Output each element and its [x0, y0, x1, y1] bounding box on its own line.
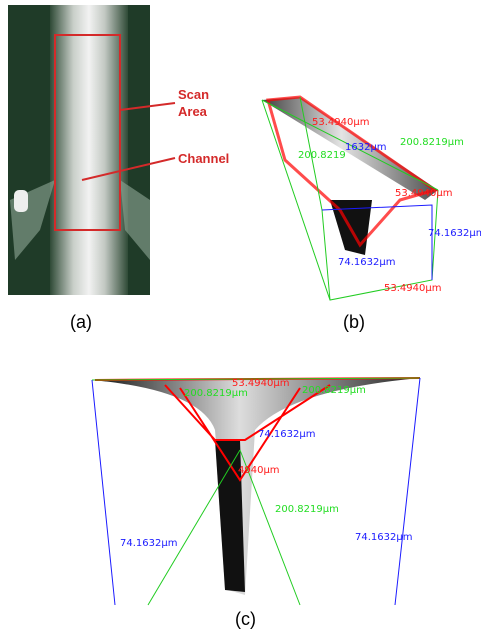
dim: 200.8219: [298, 150, 346, 161]
caption: (b): [343, 312, 365, 332]
dim: 74.1632µm: [120, 538, 177, 549]
label: Channel: [178, 151, 229, 166]
figure: Scan Area Channel (a) 53.4940µm 200.8219…: [0, 0, 481, 631]
caption: (a): [70, 312, 92, 332]
dim: 200.8219µm: [275, 504, 339, 515]
dim: 74.1632µm: [428, 228, 481, 239]
dim: 53.4940µm: [312, 117, 369, 128]
panel-a: Scan Area Channel (a): [8, 5, 229, 332]
page: {"panel_a": {"scan_area": ["Scan", "Area…: [0, 0, 481, 631]
channel-3d: [215, 440, 245, 592]
panel-c: 53.4940µm 200.8219µm 200.8219µm 74.1632µ…: [92, 378, 420, 629]
dim: 200.8219µm: [302, 385, 366, 396]
channel-band: [50, 5, 128, 295]
dim: 53.4940µm: [384, 283, 441, 294]
label: Scan: [178, 87, 209, 102]
label: Area: [178, 104, 208, 119]
dim: 74.1632µm: [355, 532, 412, 543]
panel-b: 53.4940µm 200.8219µm 1632µm 200.8219 53.…: [262, 97, 481, 332]
dim: 200.8219µm: [184, 388, 248, 399]
dim: 200.8219µm: [400, 137, 464, 148]
dim: 74.1632µm: [338, 257, 395, 268]
dim: 53.4940µm: [395, 188, 452, 199]
caption: (c): [235, 609, 256, 629]
dim: 4940µm: [238, 465, 280, 476]
spot: [14, 190, 28, 212]
surface: [92, 378, 420, 595]
dim: 74.1632µm: [258, 429, 315, 440]
dim: 1632µm: [345, 142, 387, 153]
